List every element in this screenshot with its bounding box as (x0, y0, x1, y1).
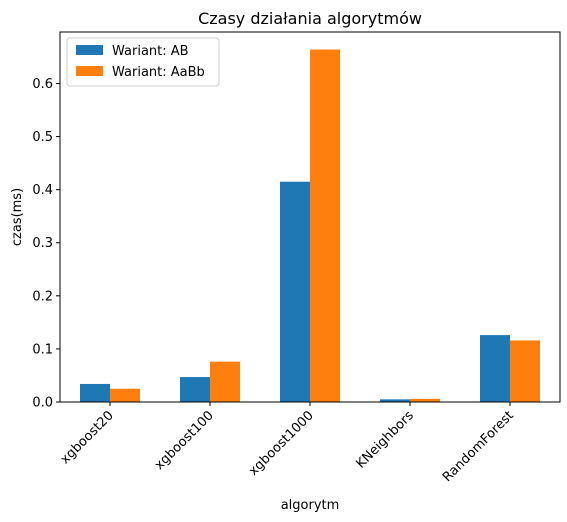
y-axis-label: czas(ms) (10, 188, 25, 246)
legend-label: Wariant: AB (112, 44, 189, 59)
x-tick-label: RandomForest (440, 408, 517, 485)
x-tick-label: xgboost1000 (246, 408, 317, 479)
legend-swatch (76, 45, 103, 55)
bar-ab-xgboost20 (80, 383, 110, 402)
legend-box (66, 37, 220, 87)
y-axis: 0.0 0.1 0.2 0.3 0.4 0.5 0.6 (32, 77, 60, 411)
x-axis: xgboost20 xgboost100 xgboost1000 KNeighbors… (58, 402, 517, 485)
bar-aabb-xgboost20 (110, 388, 140, 402)
x-tick-label: KNeighbors (353, 408, 417, 472)
y-tick-label: 0.4 (32, 183, 53, 198)
x-tick-label: xgboost20 (58, 408, 117, 467)
bar-ab-kneighbors (380, 399, 410, 402)
bars-group (80, 49, 540, 402)
y-tick-label: 0.5 (32, 130, 53, 145)
y-tick-label: 0.6 (32, 77, 53, 92)
y-tick-label: 0.2 (32, 289, 53, 304)
plot-frame (59, 31, 561, 403)
y-tick-label: 0.0 (32, 396, 53, 411)
y-tick-label: 0.3 (32, 236, 53, 251)
legend-swatch (76, 66, 103, 76)
x-axis-label: algorytm (281, 498, 340, 513)
bar-ab-xgboost100 (180, 377, 210, 402)
y-tick-label: 0.1 (32, 342, 53, 357)
bar-aabb-randomforest (510, 340, 540, 402)
legend: Wariant: AB Wariant: AaBb (66, 37, 220, 87)
bar-aabb-xgboost1000 (310, 49, 340, 402)
bar-aabb-kneighbors (410, 398, 440, 402)
bar-ab-randomforest (480, 335, 510, 402)
x-tick-label: xgboost100 (152, 408, 217, 473)
bar-aabb-xgboost100 (210, 361, 240, 402)
legend-label: Wariant: AaBb (112, 65, 205, 80)
chart-title: Czasy działania algorytmów (198, 9, 422, 28)
bar-ab-xgboost1000 (280, 181, 310, 402)
